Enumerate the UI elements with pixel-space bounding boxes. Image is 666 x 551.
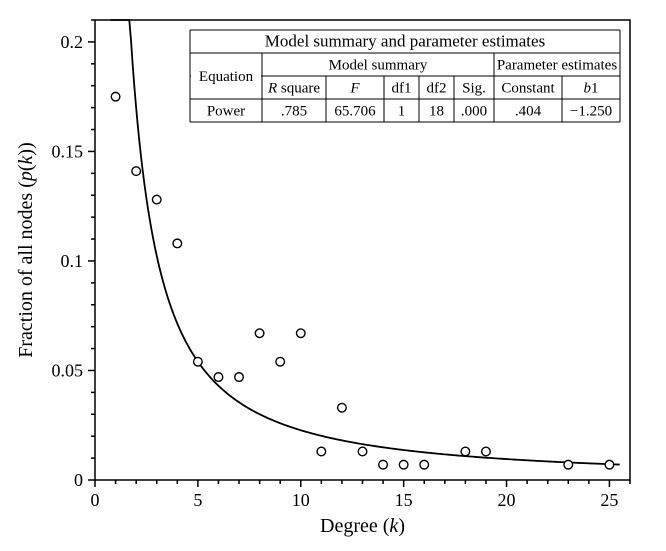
data-point [605,460,614,469]
table-title: Model summary and parameter estimates [265,32,545,51]
data-point [482,447,491,456]
x-tick-label: 0 [91,490,100,510]
data-point [276,357,285,366]
svg-text:b1: b1 [584,81,599,97]
summary-table: Model summary and parameter estimates Mod… [190,30,620,122]
y-tick-label: 0.05 [52,360,84,380]
svg-text:Constant: Constant [501,81,555,97]
svg-text:Degree (k): Degree (k) [320,515,405,537]
svg-text:F: F [349,81,360,97]
y-tick-label: 0.2 [61,32,84,52]
data-point [317,447,326,456]
svg-text:Sig.: Sig. [462,81,486,97]
data-point [461,447,470,456]
data-point [399,460,408,469]
data-point [152,195,161,204]
y-axis-title: Fraction of all nodes (p(k)) [15,142,37,358]
svg-text:18: 18 [429,104,444,120]
svg-text:65.706: 65.706 [334,104,376,120]
svg-text:Power: Power [207,104,245,120]
data-point [255,329,264,338]
scatter-points [111,92,613,469]
data-point [379,460,388,469]
svg-text:Equation: Equation [199,69,254,85]
data-point [235,373,244,382]
x-tick-label: 15 [395,490,413,510]
degree-distribution-chart: 0 5 10 15 20 25 0 0.05 0.1 0.15 0.2 Degree (k) Fra… [0,0,666,551]
data-point [214,373,223,382]
y-tick-label: 0 [74,470,83,490]
data-point [358,447,367,456]
svg-text:.404: .404 [515,104,542,120]
svg-text:Model summary: Model summary [329,58,428,74]
data-point [296,329,305,338]
data-point [173,239,182,248]
svg-text:df2: df2 [427,81,447,97]
data-point [338,403,347,412]
svg-text:R square: R square [267,81,320,97]
data-point [194,357,203,366]
svg-text:Parameter estimates: Parameter estimates [497,58,618,74]
y-tick-label: 0.1 [61,251,84,271]
svg-text:1: 1 [398,104,406,120]
data-point [420,460,429,469]
svg-text:−1.250: −1.250 [570,104,612,120]
x-tick-label: 5 [193,490,202,510]
data-point [132,167,141,176]
svg-text:.785: .785 [281,104,307,120]
data-point [111,92,120,101]
x-tick-label: 20 [498,490,516,510]
x-tick-label: 25 [600,490,618,510]
svg-text:df1: df1 [392,81,412,97]
y-tick-label: 0.15 [52,141,84,161]
x-axis-title: Degree (k) [320,515,405,537]
data-point [564,460,573,469]
chart-container: { "chart": { "type": "scatter", "backgro… [0,0,666,551]
svg-text:.000: .000 [461,104,487,120]
svg-text:Fraction of all nodes (p(k)): Fraction of all nodes (p(k)) [15,142,37,358]
x-tick-label: 10 [292,490,310,510]
